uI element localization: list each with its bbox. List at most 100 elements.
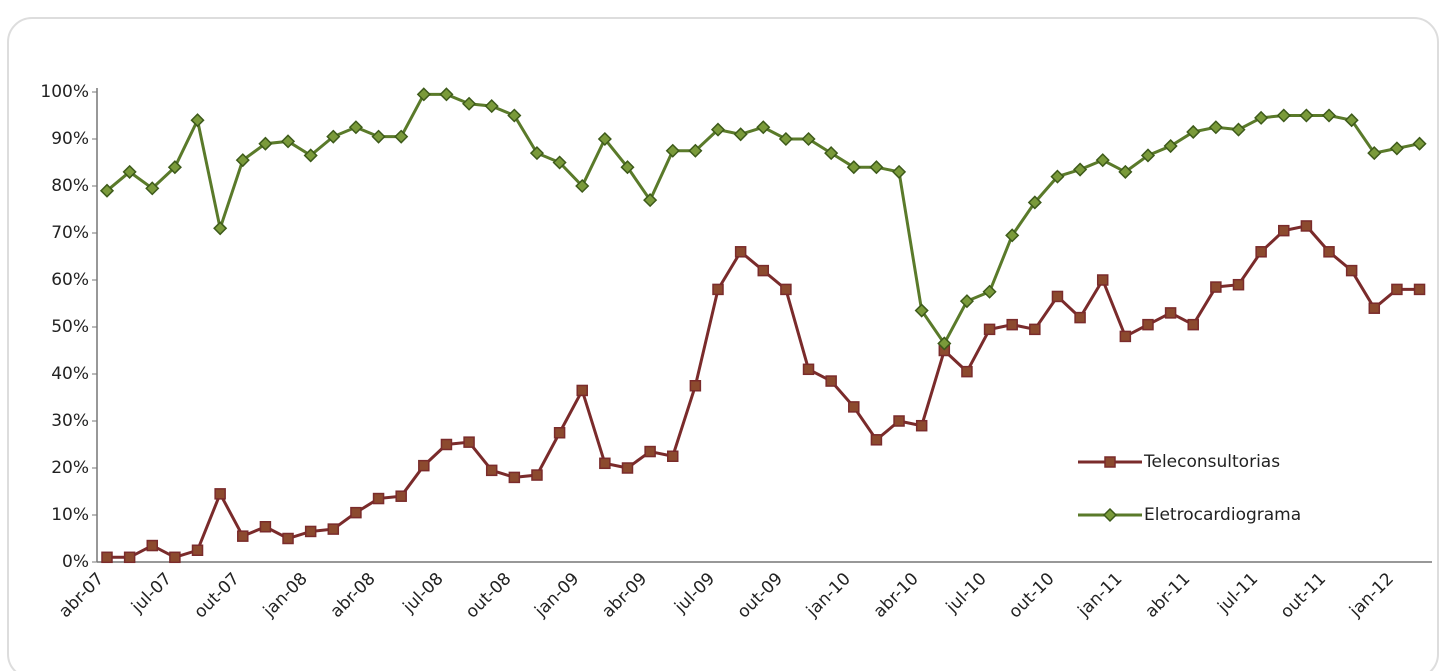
marker	[801, 131, 816, 147]
marker	[644, 445, 656, 458]
marker	[1140, 148, 1156, 163]
marker	[1118, 164, 1133, 179]
marker	[893, 415, 905, 427]
marker	[1142, 318, 1154, 331]
marker	[599, 457, 611, 470]
marker	[531, 469, 543, 481]
marker	[1074, 311, 1086, 324]
marker	[983, 323, 996, 336]
legend-label: Eletrocardiograma	[1144, 505, 1301, 525]
marker	[191, 544, 204, 556]
y-tick-label: 90%	[51, 129, 89, 149]
marker	[643, 193, 658, 208]
x-tick-label: jul-08	[399, 569, 448, 618]
marker	[1391, 283, 1403, 296]
marker	[597, 131, 612, 147]
x-tick-label: jul-07	[127, 569, 176, 618]
y-tick-label: 20%	[51, 458, 89, 478]
marker	[145, 181, 160, 196]
marker	[394, 129, 409, 144]
marker	[484, 99, 499, 114]
y-tick-label: 80%	[51, 176, 89, 196]
marker	[757, 264, 770, 277]
marker	[213, 221, 228, 236]
marker	[1254, 110, 1269, 125]
marker	[802, 363, 815, 376]
marker	[734, 246, 747, 258]
marker	[1231, 122, 1246, 137]
x-tick-label: jan-08	[259, 569, 312, 622]
marker	[621, 462, 634, 474]
marker	[1412, 136, 1427, 151]
marker	[304, 525, 317, 538]
y-tick-label: 40%	[51, 364, 89, 384]
x-tick-label: abr-07	[55, 569, 108, 622]
marker	[937, 336, 952, 351]
marker	[1344, 113, 1359, 128]
x-tick-label: out-08	[462, 569, 515, 622]
marker	[1208, 120, 1223, 135]
marker	[280, 134, 296, 149]
x-tick-label: abr-11	[1141, 569, 1194, 622]
marker	[846, 160, 861, 175]
marker	[1096, 274, 1109, 286]
marker	[1006, 318, 1018, 331]
marker	[1163, 138, 1178, 154]
marker	[848, 401, 860, 413]
y-tick-label: 30%	[51, 411, 89, 431]
marker	[1300, 220, 1313, 232]
marker	[1051, 290, 1064, 303]
marker	[1095, 153, 1110, 168]
marker	[416, 87, 431, 102]
chart-frame	[7, 17, 1439, 671]
marker	[101, 551, 113, 564]
marker	[553, 427, 566, 439]
marker	[1005, 228, 1020, 243]
marker	[1187, 318, 1199, 331]
marker	[620, 160, 635, 175]
y-tick-label: 60%	[51, 270, 89, 290]
marker	[1276, 108, 1291, 123]
marker	[1073, 162, 1088, 177]
marker	[982, 284, 997, 299]
marker	[418, 459, 430, 472]
marker	[190, 113, 205, 128]
x-tick-label: jul-11	[1213, 569, 1262, 618]
marker	[575, 178, 590, 194]
y-tick-label: 10%	[51, 505, 89, 525]
y-tick-label: 70%	[51, 223, 89, 243]
marker	[326, 129, 341, 144]
marker	[123, 551, 136, 564]
marker	[235, 153, 250, 168]
marker	[1345, 264, 1358, 277]
marker	[99, 183, 115, 198]
x-tick-label: jan-12	[1345, 569, 1398, 622]
marker	[1389, 141, 1404, 156]
marker	[1278, 224, 1290, 237]
legend-marker	[1104, 456, 1116, 468]
marker	[733, 127, 748, 142]
marker	[824, 146, 839, 161]
marker	[440, 438, 453, 451]
marker	[1255, 246, 1267, 258]
x-tick-label: out-10	[1005, 569, 1058, 622]
marker	[1210, 281, 1222, 293]
marker	[778, 131, 793, 147]
marker	[122, 164, 137, 179]
marker	[508, 471, 521, 484]
marker	[303, 148, 318, 163]
y-tick-label: 100%	[40, 82, 89, 102]
marker	[350, 506, 362, 519]
marker	[327, 523, 340, 535]
marker	[529, 146, 545, 161]
marker	[1029, 323, 1041, 336]
marker	[710, 122, 726, 137]
marker	[1368, 302, 1381, 314]
marker	[1232, 278, 1245, 291]
x-tick-label: jul-10	[942, 569, 991, 618]
x-tick-label: jan-09	[530, 569, 583, 622]
marker	[395, 490, 407, 502]
marker	[961, 365, 973, 378]
